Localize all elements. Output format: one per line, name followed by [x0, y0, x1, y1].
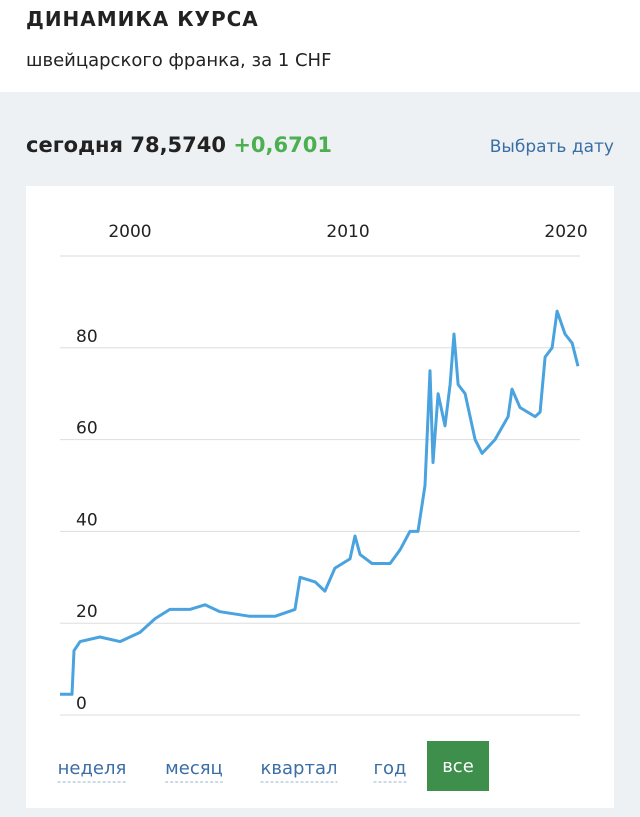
title: ДИНАМИКА КУРСА	[26, 7, 259, 31]
rate: 78,5740	[130, 133, 226, 157]
change: +0,6701	[233, 133, 332, 157]
x-tick-label: 2020	[544, 222, 587, 242]
active-tab-bg	[427, 741, 489, 791]
x-tick-label: 2000	[108, 222, 151, 242]
tab[interactable]: месяц	[165, 758, 223, 779]
chart-card	[26, 186, 614, 808]
header-panel	[0, 0, 640, 92]
tab[interactable]: все	[442, 756, 474, 777]
chart: 0 20 40 60 80 2000 2010 2020	[60, 222, 588, 716]
tab[interactable]: неделя	[58, 758, 127, 779]
today-line: сегодня 78,5740 +0,6701	[26, 133, 332, 157]
x-tick-label: 2010	[326, 222, 369, 242]
pick-date-link[interactable]: Выбрать дату	[490, 137, 614, 157]
tab[interactable]: год	[374, 758, 407, 779]
y-tick-label: 0	[76, 694, 87, 714]
tab[interactable]: квартал	[261, 758, 338, 779]
subtitle: швейцарского франка, за 1 CHF	[26, 50, 331, 71]
y-tick-label: 60	[76, 419, 98, 439]
y-tick-label: 20	[76, 602, 98, 622]
y-tick-label: 80	[76, 327, 98, 347]
line	[60, 309, 580, 696]
y-tick-label: 40	[76, 510, 98, 530]
today-label: сегодня	[26, 133, 123, 157]
tabs: неделя месяц квартал год все	[57, 741, 489, 791]
